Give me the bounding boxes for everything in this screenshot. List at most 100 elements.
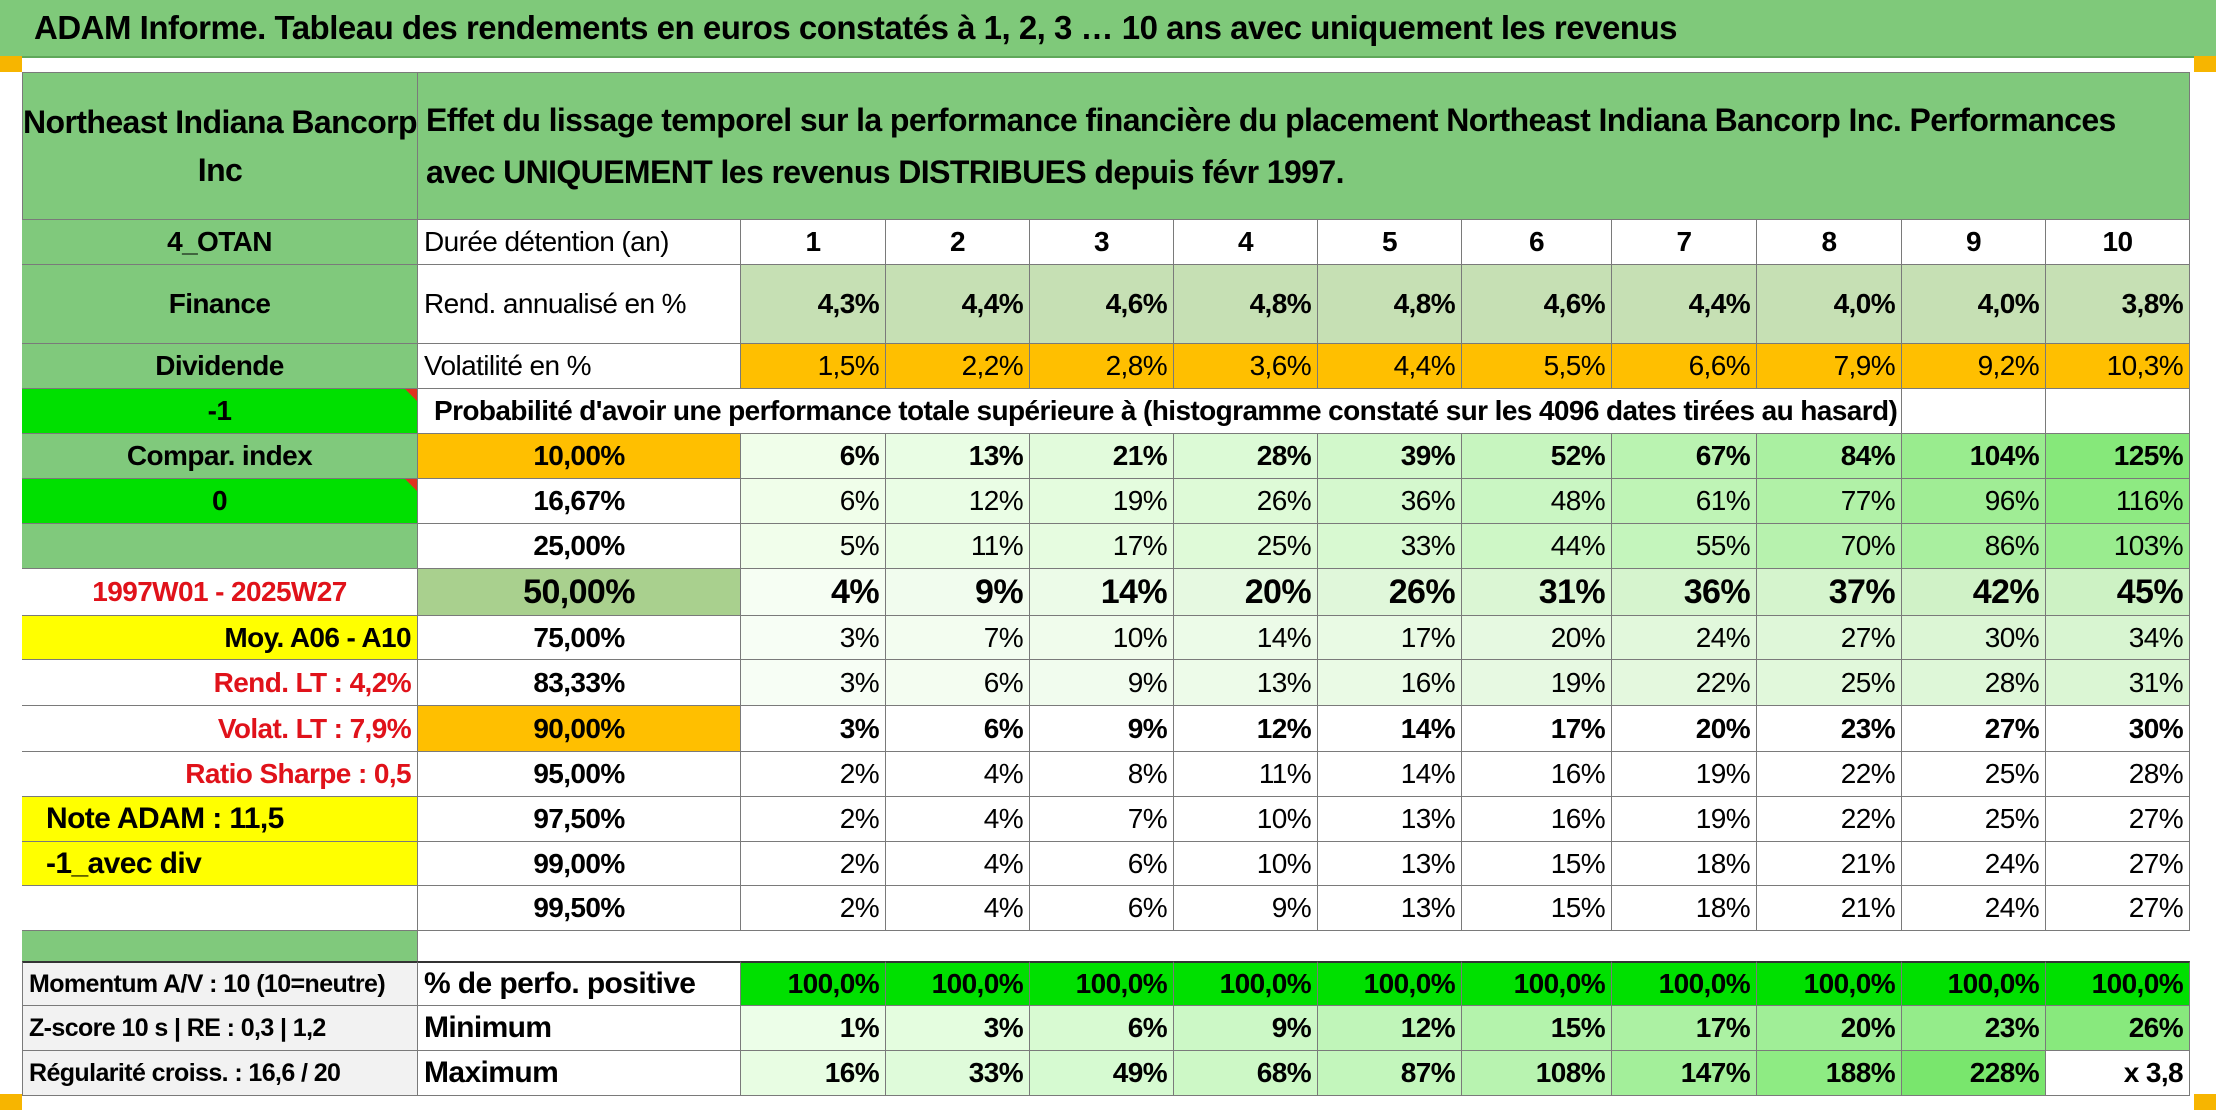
percentile-value: 3%	[741, 616, 886, 660]
percentile-value: 13%	[1318, 886, 1462, 931]
positive-performance-value: 100,0%	[2046, 961, 2190, 1006]
empty-cell	[1902, 389, 2046, 434]
maximum-value: 68%	[1174, 1051, 1318, 1096]
percentile-value: 45%	[2046, 569, 2190, 616]
percentile-value: 27%	[2046, 842, 2190, 886]
positive-performance-value: 100,0%	[1902, 961, 2046, 1006]
momentum-label: Momentum A/V : 10 (10=neutre)	[22, 961, 418, 1006]
percentile-value: 24%	[1902, 842, 2046, 886]
maximum-value: 87%	[1318, 1051, 1462, 1096]
percentile-value: 34%	[2046, 616, 2190, 660]
percentile-value: 25%	[1902, 797, 2046, 842]
volatility-value: 4,4%	[1318, 344, 1462, 389]
percentile-value: 4%	[886, 842, 1030, 886]
percentile-value: 13%	[1318, 797, 1462, 842]
positive-performance-value: 100,0%	[1757, 961, 1902, 1006]
year-header: 6	[1462, 220, 1612, 265]
percentile-value: 19%	[1612, 752, 1757, 797]
percentile-value: 67%	[1612, 434, 1757, 479]
percentile-value: 39%	[1318, 434, 1462, 479]
percentile-value: 4%	[886, 797, 1030, 842]
percentile-value: 2%	[741, 886, 886, 931]
annual-return-label: Rend. annualisé en %	[418, 265, 741, 344]
percentile-value: 31%	[2046, 660, 2190, 706]
percentile-value: 36%	[1612, 569, 1757, 616]
percentile-value: 4%	[886, 752, 1030, 797]
percentile-value: 2%	[741, 842, 886, 886]
annual-return-value: 4,6%	[1030, 265, 1174, 344]
spacer-cell	[418, 931, 2190, 961]
percentile-value: 44%	[1462, 524, 1612, 569]
minimum-value: 1%	[741, 1006, 886, 1051]
percentile-value: 22%	[1757, 797, 1902, 842]
empty-cell	[22, 886, 418, 931]
percentile-label: 16,67%	[418, 479, 741, 524]
max-label: Maximum	[418, 1051, 741, 1096]
percentile-value: 18%	[1612, 886, 1757, 931]
percentile-value: 6%	[741, 434, 886, 479]
company-name: Northeast Indiana Bancorp Inc	[22, 72, 418, 220]
percentile-value: 19%	[1030, 479, 1174, 524]
percentile-value: 20%	[1462, 616, 1612, 660]
percentile-value: 19%	[1462, 660, 1612, 706]
percentile-value: 16%	[1318, 660, 1462, 706]
corner-marker	[0, 1094, 22, 1110]
percentile-value: 17%	[1318, 616, 1462, 660]
positive-performance-value: 100,0%	[1030, 961, 1174, 1006]
percentile-value: 3%	[741, 706, 886, 752]
percentile-value: 9%	[1030, 660, 1174, 706]
percentile-value: 19%	[1612, 797, 1757, 842]
volatility-label: Volatilité en %	[418, 344, 741, 389]
maximum-value: 147%	[1612, 1051, 1757, 1096]
percentile-value: 14%	[1318, 706, 1462, 752]
empty-cell	[2046, 389, 2190, 434]
percentile-value: 18%	[1612, 842, 1757, 886]
minimum-value: 17%	[1612, 1006, 1757, 1051]
percentile-value: 31%	[1462, 569, 1612, 616]
minimum-value: 6%	[1030, 1006, 1174, 1051]
year-header: 4	[1174, 220, 1318, 265]
pos-label: % de perfo. positive	[418, 961, 741, 1006]
percentile-value: 12%	[886, 479, 1030, 524]
volatility-value: 6,6%	[1612, 344, 1757, 389]
volatility-value: 9,2%	[1902, 344, 2046, 389]
percentile-value: 12%	[1174, 706, 1318, 752]
percentile-value: 3%	[741, 660, 886, 706]
percentile-value: 27%	[1902, 706, 2046, 752]
percentile-value: 14%	[1318, 752, 1462, 797]
percentile-label: 83,33%	[418, 660, 741, 706]
percentile-value: 15%	[1462, 842, 1612, 886]
volatility-value: 5,5%	[1462, 344, 1612, 389]
volatility-value: 3,6%	[1174, 344, 1318, 389]
percentile-value: 24%	[1612, 616, 1757, 660]
percentile-value: 5%	[741, 524, 886, 569]
year-header: 5	[1318, 220, 1462, 265]
minimum-value: 9%	[1174, 1006, 1318, 1051]
percentile-value: 55%	[1612, 524, 1757, 569]
percentile-value: 6%	[886, 706, 1030, 752]
minimum-value: 26%	[2046, 1006, 2190, 1051]
minimum-value: 3%	[886, 1006, 1030, 1051]
percentile-value: 27%	[1757, 616, 1902, 660]
percentile-value: 86%	[1902, 524, 2046, 569]
percentile-value: 103%	[2046, 524, 2190, 569]
percentile-label: 50,00%	[418, 569, 741, 616]
percentile-value: 21%	[1757, 842, 1902, 886]
percentile-label: 95,00%	[418, 752, 741, 797]
percentile-value: 48%	[1462, 479, 1612, 524]
percentile-value: 6%	[886, 660, 1030, 706]
percentile-value: 28%	[2046, 752, 2190, 797]
volatility-value: 7,9%	[1757, 344, 1902, 389]
percentile-value: 9%	[886, 569, 1030, 616]
percentile-value: 7%	[886, 616, 1030, 660]
annual-return-value: 4,0%	[1757, 265, 1902, 344]
percentile-value: 14%	[1174, 616, 1318, 660]
regularity-label: Régularité croiss. : 16,6 / 20	[22, 1051, 418, 1096]
percentile-value: 104%	[1902, 434, 2046, 479]
percentile-value: 20%	[1612, 706, 1757, 752]
percentile-value: 22%	[1757, 752, 1902, 797]
percentile-value: 26%	[1318, 569, 1462, 616]
report-title: ADAM Informe. Tableau des rendements en …	[34, 9, 1677, 46]
maximum-value: 49%	[1030, 1051, 1174, 1096]
